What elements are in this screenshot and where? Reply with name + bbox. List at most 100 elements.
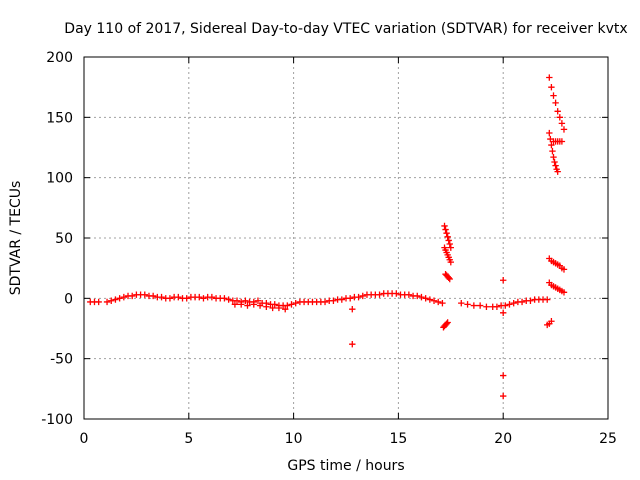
- data-point: [231, 301, 239, 308]
- ticks-layer: 0 5 10 15 20 25 -100 -50 0 50 100 150 200: [41, 50, 617, 447]
- data-point: [546, 129, 553, 137]
- series-arc-17h-C: [442, 271, 453, 283]
- data-point: [493, 303, 501, 310]
- data-point: [554, 168, 561, 175]
- data-point: [269, 304, 276, 312]
- data-point: [447, 244, 454, 251]
- data-point: [221, 295, 228, 302]
- data-point: [500, 309, 507, 317]
- series-arc-17h-B: [441, 244, 454, 266]
- data-point: [506, 301, 513, 308]
- data-point: [103, 298, 111, 306]
- data-point: [418, 293, 425, 301]
- data-point: [446, 240, 453, 248]
- data-point: [552, 99, 559, 107]
- data-point: [458, 299, 465, 307]
- series-arc-17h-D: [440, 319, 451, 331]
- data-point: [414, 292, 421, 300]
- data-point: [551, 158, 558, 166]
- y-tick-label: -50: [50, 352, 73, 368]
- y-tick-label: 100: [46, 171, 73, 187]
- data-point: [548, 318, 555, 325]
- data-point: [112, 296, 119, 303]
- data-point: [558, 138, 566, 145]
- series-main-band: [87, 290, 551, 310]
- data-point: [443, 229, 450, 237]
- data-point: [444, 233, 451, 240]
- data-point: [271, 301, 278, 308]
- data-point: [120, 293, 128, 301]
- data-point: [233, 297, 241, 304]
- data-point: [346, 295, 354, 302]
- data-point: [355, 293, 362, 301]
- data-point: [518, 298, 526, 306]
- data-point: [238, 301, 245, 308]
- data-point: [527, 297, 534, 304]
- data-point: [422, 295, 429, 302]
- data-point: [338, 296, 346, 303]
- series-arc-22h-D: [546, 279, 568, 296]
- points-layer: [87, 74, 568, 400]
- data-point: [225, 296, 232, 303]
- data-point: [446, 275, 453, 283]
- data-point: [510, 299, 517, 307]
- data-point: [141, 291, 148, 298]
- data-point: [476, 302, 484, 309]
- data-point: [175, 293, 182, 301]
- data-point: [560, 126, 568, 133]
- data-point: [288, 301, 295, 308]
- x-tick-label: 10: [285, 431, 303, 447]
- data-point: [183, 295, 190, 302]
- data-point: [556, 114, 563, 121]
- data-point: [200, 295, 207, 302]
- data-point: [560, 289, 568, 296]
- data-point: [196, 293, 203, 301]
- x-tick-label: 5: [184, 431, 193, 447]
- data-point: [548, 141, 555, 149]
- data-point: [445, 274, 452, 282]
- series-arc-22h-C: [546, 255, 568, 273]
- data-point: [464, 301, 471, 308]
- data-point: [442, 226, 449, 233]
- data-point: [376, 291, 383, 298]
- series-outliers: [349, 277, 507, 400]
- series-arc-22h-mid: [546, 129, 561, 175]
- data-point: [558, 120, 566, 127]
- series-arc-22h-steep: [546, 74, 568, 133]
- data-point: [441, 222, 448, 230]
- data-point: [349, 305, 356, 313]
- data-point: [554, 108, 561, 115]
- y-tick-label: 50: [55, 231, 73, 247]
- data-point: [550, 92, 557, 99]
- x-tick-label: 0: [80, 431, 89, 447]
- data-point: [263, 303, 270, 310]
- data-point: [158, 293, 165, 301]
- data-point: [284, 302, 291, 309]
- data-point: [405, 291, 413, 298]
- data-point: [275, 304, 283, 312]
- chart-title: Day 110 of 2017, Sidereal Day-to-day VTE…: [64, 21, 627, 37]
- data-point: [483, 303, 490, 310]
- data-point: [500, 372, 507, 379]
- data-point: [447, 258, 454, 266]
- data-point: [546, 74, 553, 81]
- y-tick-label: 150: [46, 110, 73, 126]
- data-point: [149, 292, 157, 300]
- data-point: [256, 302, 264, 309]
- data-point: [166, 295, 174, 302]
- data-point: [435, 298, 442, 306]
- data-point: [548, 83, 555, 91]
- series-arc-22h-E: [544, 318, 555, 329]
- data-point: [560, 266, 568, 273]
- data-point: [426, 296, 434, 303]
- data-point: [500, 277, 507, 284]
- data-point: [544, 296, 551, 303]
- y-tick-label: 200: [46, 50, 73, 66]
- data-point: [244, 302, 251, 309]
- data-point: [444, 319, 451, 326]
- data-point: [393, 290, 400, 297]
- data-point: [549, 147, 556, 155]
- series-secondary-band: [231, 301, 289, 313]
- data-point: [208, 293, 216, 301]
